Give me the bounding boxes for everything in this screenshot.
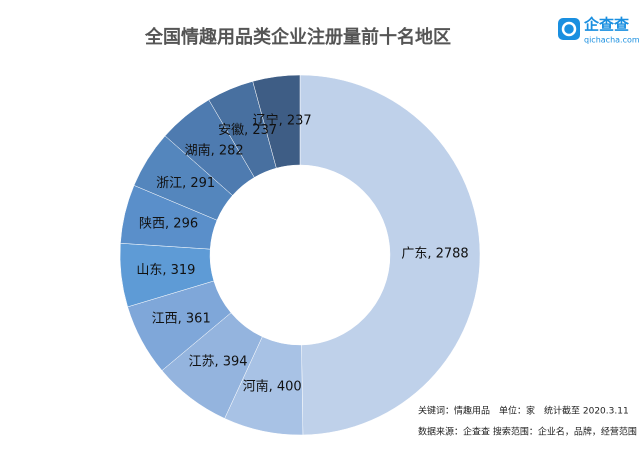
data-label: 江苏, 394: [188, 354, 247, 370]
note: 数据来源：企查查 搜索范围：企业名，品牌，经营范围: [418, 426, 637, 438]
data-label: 山东, 319: [136, 263, 195, 278]
slice: [252, 74, 301, 169]
data-label: 江西, 361: [152, 312, 211, 327]
data-label: 陕西, 296: [139, 217, 198, 232]
logo-icon-mark: [561, 21, 577, 37]
data-label: 辽宁, 237: [253, 113, 312, 129]
data-label: 河南, 400: [243, 379, 302, 395]
data-label: 安徽, 237: [218, 123, 277, 138]
logo-name: 企查查: [583, 16, 630, 34]
note: 关键词：情趣用品 单位：家 统计截至 2020.3.11: [418, 405, 629, 417]
logo: 企查查 qichacha.com: [558, 16, 640, 45]
slice: [299, 74, 481, 436]
chart-title: 全国情趣用品类企业注册量前十名地区: [144, 26, 451, 48]
data-label: 广东, 2788: [401, 246, 468, 261]
data-label: 浙江, 291: [156, 176, 215, 191]
logo-icon: [558, 18, 580, 40]
data-label: 湖南, 282: [185, 142, 244, 158]
logo-url: qichacha.com: [584, 36, 640, 45]
